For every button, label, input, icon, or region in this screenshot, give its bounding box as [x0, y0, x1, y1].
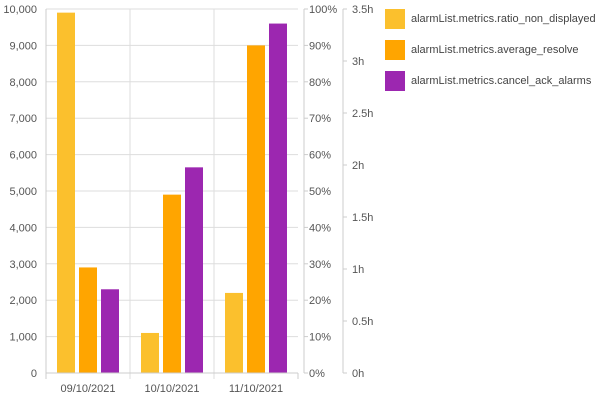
hours-axis-tick-label: 2h	[352, 160, 364, 172]
legend-swatch	[385, 9, 405, 29]
hours-axis-tick-label: 3h	[352, 56, 364, 68]
hours-axis-tick-label: 1.5h	[352, 212, 373, 224]
percent-axis-tick-label: 100%	[309, 4, 337, 16]
left-axis-tick-label: 3,000	[9, 259, 37, 271]
x-axis-tick-label: 09/10/2021	[60, 383, 115, 395]
bar[interactable]	[79, 267, 97, 373]
percent-axis-tick-label: 70%	[309, 113, 331, 125]
percent-axis-tick-label: 0%	[309, 368, 325, 380]
bar[interactable]	[247, 45, 265, 374]
bar[interactable]	[225, 292, 243, 373]
bar[interactable]	[163, 194, 181, 373]
legend-label: alarmList.metrics.average_resolve	[411, 44, 579, 56]
hours-axis-tick-label: 3.5h	[352, 4, 373, 16]
left-axis-tick-label: 9,000	[9, 40, 37, 52]
left-axis-tick-label: 10,000	[3, 4, 37, 16]
percent-axis-tick-label: 80%	[309, 77, 331, 89]
left-axis-tick-label: 2,000	[9, 295, 37, 307]
percent-axis-tick-label: 20%	[309, 295, 331, 307]
left-axis-tick-label: 6,000	[9, 150, 37, 162]
hours-axis-tick-label: 1h	[352, 264, 364, 276]
hours-axis-tick-label: 0h	[352, 368, 364, 380]
left-axis-tick-label: 0	[31, 368, 37, 380]
left-axis-tick-label: 4,000	[9, 222, 37, 234]
legend-swatch	[385, 71, 405, 91]
left-axis-tick-label: 7,000	[9, 113, 37, 125]
legend-item[interactable]: alarmList.metrics.ratio_non_displayed	[385, 8, 597, 30]
x-axis-tick-label: 11/10/2021	[229, 383, 283, 395]
percent-axis-tick-label: 30%	[309, 259, 331, 271]
legend-swatch	[385, 40, 405, 60]
legend-item[interactable]: alarmList.metrics.cancel_ack_alarms	[385, 70, 597, 92]
percent-axis-tick-label: 40%	[309, 222, 331, 234]
bar[interactable]	[141, 332, 159, 373]
x-axis-tick-label: 10/10/2021	[144, 383, 199, 395]
left-axis-tick-label: 1,000	[9, 332, 37, 344]
hours-axis-tick-label: 2.5h	[352, 108, 373, 120]
legend-item[interactable]: alarmList.metrics.average_resolve	[385, 39, 597, 61]
left-axis-tick-label: 5,000	[9, 186, 37, 198]
bar[interactable]	[185, 167, 203, 373]
percent-axis-tick-label: 50%	[309, 186, 331, 198]
percent-axis-tick-label: 60%	[309, 150, 331, 162]
percent-axis-tick-label: 90%	[309, 40, 331, 52]
hours-axis-tick-label: 0.5h	[352, 316, 373, 328]
bar[interactable]	[57, 12, 75, 373]
percent-axis-tick-label: 10%	[309, 332, 331, 344]
bar[interactable]	[269, 23, 287, 374]
left-axis-tick-label: 8,000	[9, 77, 37, 89]
legend-label: alarmList.metrics.ratio_non_displayed	[411, 13, 596, 25]
bar[interactable]	[101, 289, 119, 373]
legend-label: alarmList.metrics.cancel_ack_alarms	[411, 75, 592, 87]
